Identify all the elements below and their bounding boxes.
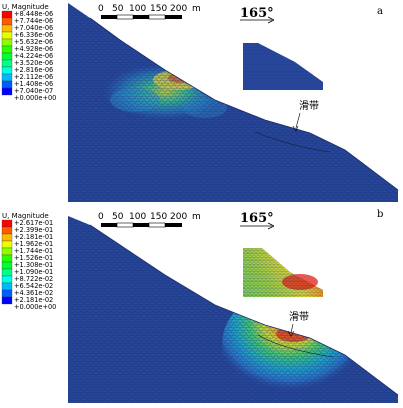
legend-swatch: [1, 38, 13, 47]
scale-tick: 200: [170, 212, 187, 222]
inset-a: [243, 43, 323, 90]
scale-tick: 0: [98, 4, 104, 14]
slope-model-b: [68, 216, 399, 403]
slip-band-label: 滑带: [299, 100, 319, 112]
legend-label: +2.112e-06: [14, 73, 53, 81]
legend-label: +2.399e-01: [14, 226, 53, 234]
legend-label: +1.408e-06: [14, 80, 53, 88]
legend-label: +2.181e-01: [14, 233, 53, 241]
legend-swatch: [1, 254, 13, 263]
scale-tick: 100: [129, 4, 146, 14]
legend-labels-a: +8.448e-06 +7.744e-06 +7.040e-06 +6.336e…: [14, 10, 56, 102]
scale-bar-b: 0 50 100 150 200 m: [98, 212, 201, 228]
inset-b: [243, 248, 323, 297]
legend-label: +2.181e-02: [14, 296, 53, 304]
legend-swatch: [1, 226, 13, 235]
legend-swatch: [1, 24, 13, 33]
legend-swatch: [1, 45, 13, 54]
legend-swatches-a: [1, 10, 13, 96]
legend-label: +5.632e-06: [14, 38, 53, 46]
legend-swatch: [1, 289, 13, 298]
legend-label: +1.526e-01: [14, 254, 53, 262]
scale-tick: 100: [129, 212, 146, 222]
scale-tick: 150: [150, 4, 167, 14]
legend-swatch: [1, 261, 13, 270]
legend-labels-b: +2.617e-01 +2.399e-01 +2.181e-01 +1.962e…: [14, 219, 56, 311]
panel-a: U, Magnitude +8.448e-06 +7.744e-06 +7.04…: [1, 3, 399, 202]
legend-swatch: [1, 52, 13, 61]
legend-swatch: [1, 247, 13, 256]
legend-label: +7.040e-06: [14, 24, 53, 32]
legend-label: +6.542e-02: [14, 282, 53, 290]
legend-label: +4.928e-06: [14, 45, 53, 53]
scale-bar-a: 0 50 100 150 200 m: [98, 4, 201, 20]
panel-label-a: a: [377, 6, 383, 17]
legend-swatch: [1, 17, 13, 26]
legend-label: +4.361e-02: [14, 289, 53, 297]
legend-swatch: [1, 66, 13, 75]
legend-swatch: [1, 10, 13, 19]
slip-band-line-a: [254, 131, 331, 153]
legend-label: +0.000e+00: [14, 94, 56, 102]
slip-band-label: 滑带: [289, 311, 309, 323]
legend-label: +8.722e-02: [14, 275, 53, 283]
legend-swatch: [1, 31, 13, 40]
angle-label: 165°: [240, 6, 274, 21]
scale-tick: 200: [170, 4, 187, 14]
legend-label: +1.744e-01: [14, 247, 53, 255]
slip-annotation-b: 滑带: [287, 311, 309, 337]
scale-tick: 0: [98, 212, 104, 222]
legend-label: +8.448e-06: [14, 10, 53, 18]
legend-swatch: [1, 282, 13, 291]
legend-label: +3.520e-06: [14, 59, 53, 67]
scale-tick: 50: [112, 4, 124, 14]
legend-swatch: [1, 87, 13, 96]
legend-swatch: [1, 219, 13, 228]
scale-tick: 50: [112, 212, 124, 222]
panel-b: U, Magnitude +2.617e-01 +2.399e-01 +2.18…: [1, 209, 399, 403]
angle-annotation-a: 165°: [240, 6, 275, 24]
angle-annotation-b: 165°: [240, 211, 275, 230]
legend-swatch: [1, 80, 13, 89]
angle-label: 165°: [240, 211, 274, 226]
panel-label-b: b: [377, 209, 383, 220]
scale-unit: m: [192, 4, 201, 14]
slip-annotation-a: 滑带: [292, 100, 319, 132]
legend-label: +2.617e-01: [14, 219, 53, 227]
legend-swatch: [1, 59, 13, 68]
legend-swatch: [1, 233, 13, 242]
legend-label: +6.336e-06: [14, 31, 53, 39]
legend-label: +1.308e-01: [14, 261, 53, 269]
legend-title-a: U, Magnitude: [2, 3, 49, 11]
legend-b: U, Magnitude +2.617e-01 +2.399e-01 +2.18…: [1, 212, 56, 311]
legend-swatch: [1, 240, 13, 249]
legend-a: U, Magnitude +8.448e-06 +7.744e-06 +7.04…: [1, 3, 56, 102]
legend-label: +7.040e-07: [14, 87, 53, 95]
legend-label: +2.816e-06: [14, 66, 53, 74]
legend-label: +1.962e-01: [14, 240, 53, 248]
scale-tick: 150: [150, 212, 167, 222]
legend-label: +4.224e-06: [14, 52, 53, 60]
legend-swatch: [1, 275, 13, 284]
legend-swatch: [1, 73, 13, 82]
slip-band-line-b: [257, 334, 334, 358]
legend-label: +0.000e+00: [14, 303, 56, 311]
legend-swatch: [1, 296, 13, 305]
legend-label: +1.090e-01: [14, 268, 53, 276]
scale-unit: m: [192, 212, 201, 222]
legend-label: +7.744e-06: [14, 17, 53, 25]
legend-swatches-b: [1, 219, 13, 305]
legend-title-b: U, Magnitude: [2, 212, 49, 220]
slope-model-a: [68, 3, 399, 202]
legend-swatch: [1, 268, 13, 277]
